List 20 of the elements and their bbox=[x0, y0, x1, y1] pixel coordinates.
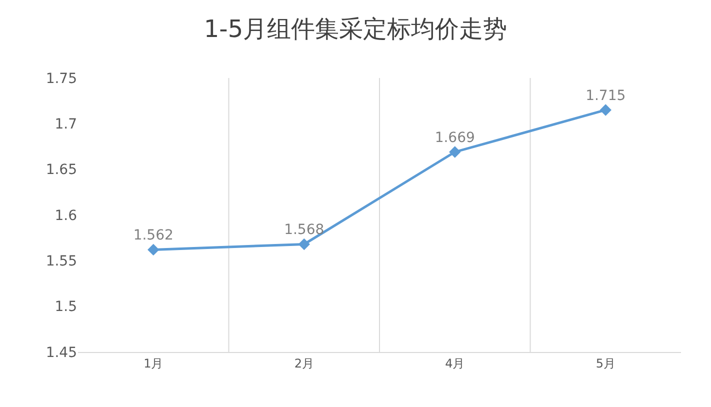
data-label: 1.715 bbox=[586, 88, 626, 104]
chart-title: 1-5月组件集采定标均价走势 bbox=[204, 14, 508, 43]
data-label: 1.669 bbox=[434, 130, 475, 146]
y-tick-label: 1.45 bbox=[46, 344, 77, 361]
point bbox=[449, 146, 461, 158]
y-tick-label: 1.55 bbox=[46, 254, 77, 270]
y-tick-label: 1.6 bbox=[54, 208, 78, 224]
x-tick-label: 4月 bbox=[445, 356, 465, 370]
data-label: 1.562 bbox=[133, 228, 174, 244]
x-tick-label: 2月 bbox=[294, 356, 314, 370]
point bbox=[298, 238, 310, 250]
y-tick-label: 1.7 bbox=[54, 116, 77, 133]
x-tick-label: 1月 bbox=[144, 356, 164, 370]
y-tick-label: 1.65 bbox=[46, 162, 77, 178]
x-tick-label: 5月 bbox=[596, 356, 616, 370]
data-label: 1.568 bbox=[284, 222, 324, 238]
point bbox=[600, 104, 612, 116]
point bbox=[148, 244, 160, 256]
y-tick-label: 1.5 bbox=[54, 299, 77, 316]
y-tick-label: 1.75 bbox=[46, 70, 77, 87]
